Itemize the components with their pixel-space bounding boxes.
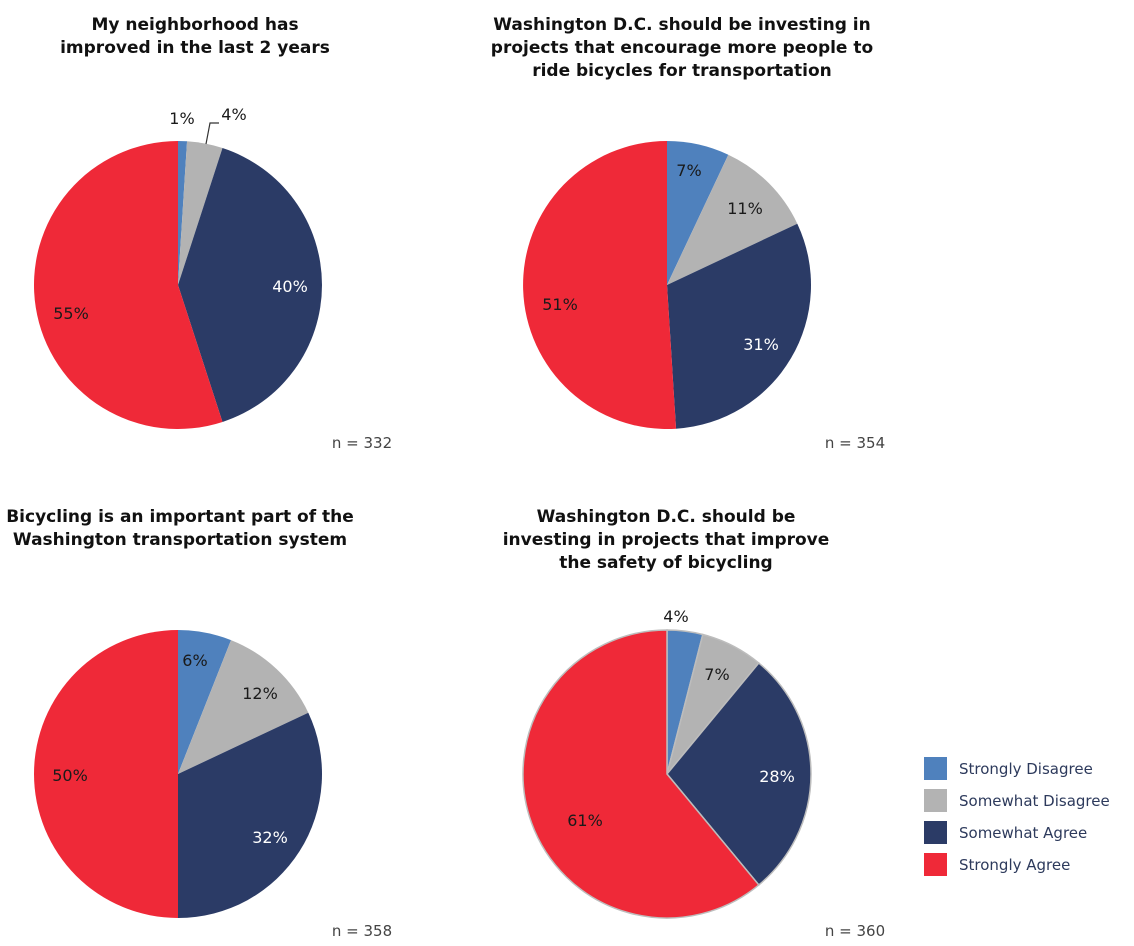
data-label: 12%: [242, 684, 278, 703]
pie-slice-somewhat-disagree: [667, 154, 798, 285]
pie-chart-2: Washington D.C. should be investing in pr…: [491, 15, 885, 452]
data-label: 51%: [542, 295, 578, 314]
leader-line: [205, 122, 219, 145]
pie-slice-strongly-agree: [33, 140, 223, 430]
pie-slice-strongly-agree: [522, 629, 760, 919]
pie-slice-strongly-agree: [523, 141, 677, 429]
pie-slice-somewhat-agree: [666, 661, 812, 887]
data-label: 1%: [169, 109, 194, 128]
legend: Strongly Disagree Somewhat Disagree Somewh…: [924, 757, 1110, 876]
legend-swatch: [924, 821, 947, 844]
data-label: 32%: [252, 828, 288, 847]
data-label: 31%: [743, 335, 779, 354]
sample-size-label: n = 354: [825, 434, 885, 452]
data-label: 50%: [52, 766, 88, 785]
legend-label: Somewhat Disagree: [959, 792, 1110, 810]
sample-size-label: n = 360: [825, 922, 885, 940]
pie-slice-strongly-agree: [34, 630, 178, 918]
data-label: 4%: [221, 105, 246, 124]
data-label: 40%: [272, 277, 308, 296]
pie-slice-somewhat-agree: [178, 148, 322, 422]
legend-label: Strongly Agree: [959, 856, 1070, 874]
legend-label: Somewhat Agree: [959, 824, 1087, 842]
chart-title: Washington D.C. should be investing in pr…: [491, 15, 873, 81]
pie-chart-1: My neighborhood has improved in the last …: [33, 15, 392, 452]
legend-swatch: [924, 757, 947, 780]
pie-chart-4: Washington D.C. should be investing in pr…: [503, 507, 885, 940]
pie-slice-somewhat-agree: [178, 712, 323, 918]
legend-label: Strongly Disagree: [959, 760, 1093, 778]
data-label: 28%: [759, 767, 795, 786]
data-label: 61%: [567, 811, 603, 830]
data-label: 7%: [704, 665, 729, 684]
pie-slice-somewhat-agree: [667, 223, 812, 429]
pie-slice-strongly-disagree: [178, 140, 188, 285]
data-label: 4%: [663, 607, 688, 626]
sample-size-label: n = 358: [332, 922, 392, 940]
pie-slice-strongly-disagree: [667, 141, 729, 285]
data-label: 55%: [53, 304, 89, 323]
pie-slice-strongly-disagree: [178, 630, 232, 774]
sample-size-label: n = 332: [332, 434, 392, 452]
legend-swatch: [924, 853, 947, 876]
data-label: 7%: [676, 161, 701, 180]
pie-slice-somewhat-disagree: [178, 141, 223, 285]
legend-swatch: [924, 789, 947, 812]
pie-chart-3: Bicycling is an important part of the Was…: [6, 507, 392, 940]
data-label: 11%: [727, 199, 763, 218]
chart-title: Washington D.C. should be investing in pr…: [503, 507, 830, 573]
chart-title: My neighborhood has improved in the last …: [60, 15, 330, 58]
pie-slice-somewhat-disagree: [178, 640, 309, 774]
data-label: 6%: [182, 651, 207, 670]
chart-title: Bicycling is an important part of the Was…: [6, 507, 354, 550]
